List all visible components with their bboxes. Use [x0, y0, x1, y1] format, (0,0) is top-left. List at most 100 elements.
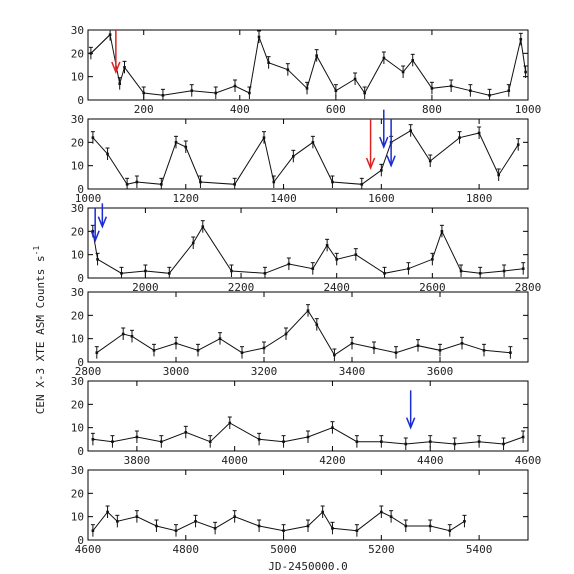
y-tick-label: 20: [71, 47, 84, 60]
light-curve-trace: [92, 511, 465, 532]
x-tick-label: 4200: [319, 454, 346, 467]
light-curve-trace: [90, 33, 527, 96]
x-tick-label: 2200: [228, 281, 255, 294]
data-point: [174, 529, 178, 532]
data-point: [228, 421, 232, 425]
data-point: [507, 89, 511, 92]
data-point: [428, 440, 432, 443]
data-point: [382, 56, 386, 60]
data-point: [482, 349, 486, 352]
data-point: [284, 332, 288, 336]
panel-frame: [87, 469, 529, 541]
data-point: [335, 258, 338, 261]
data-point: [240, 351, 244, 354]
data-point: [286, 68, 290, 71]
x-tick-label: 2800: [515, 281, 542, 294]
y-tick-label: 10: [71, 249, 84, 262]
data-point: [363, 91, 366, 95]
data-point: [135, 435, 139, 439]
y-tick-label: 0: [77, 445, 84, 458]
data-point: [96, 258, 99, 261]
data-point: [509, 351, 512, 354]
panel-frame: [87, 380, 529, 452]
data-point: [502, 269, 506, 273]
data-point: [389, 515, 393, 518]
data-point: [311, 267, 315, 270]
data-point: [306, 435, 310, 439]
data-point: [106, 510, 109, 514]
event-arrow: [379, 109, 389, 150]
data-point: [152, 349, 156, 352]
data-point: [194, 520, 197, 523]
data-point: [333, 353, 336, 357]
y-tick-label: 0: [77, 272, 84, 285]
data-point: [516, 143, 520, 146]
data-point: [334, 89, 338, 92]
data-point: [130, 335, 134, 338]
data-point: [331, 180, 334, 184]
event-arrow: [365, 119, 376, 171]
data-point: [262, 346, 266, 350]
data-point: [321, 510, 324, 514]
data-point: [174, 342, 178, 345]
data-point: [448, 529, 452, 532]
data-point: [282, 529, 285, 532]
x-tick-label: 3400: [339, 365, 366, 378]
y-tick-label: 30: [71, 113, 84, 126]
data-point: [95, 351, 99, 354]
data-point: [160, 440, 163, 443]
data-point: [353, 77, 357, 81]
data-point: [354, 253, 358, 256]
data-point: [477, 131, 481, 135]
data-point: [91, 529, 95, 532]
data-point: [407, 267, 410, 270]
data-point: [488, 94, 491, 97]
data-point: [257, 35, 261, 39]
data-point: [118, 82, 122, 85]
light-curve-trace: [92, 225, 524, 274]
data-point: [404, 524, 408, 528]
data-point: [311, 141, 315, 144]
x-axis-label: JD-2450000.0: [268, 560, 347, 573]
data-point: [478, 272, 482, 275]
x-tick-label: 1400: [270, 192, 297, 205]
trend-line: [90, 34, 111, 54]
data-point: [431, 258, 434, 261]
x-tick-label: 200: [134, 103, 154, 116]
data-point: [411, 59, 415, 62]
data-point: [111, 440, 114, 443]
y-tick-label: 0: [77, 183, 84, 196]
y-tick-label: 30: [71, 286, 84, 299]
data-point: [272, 180, 276, 184]
data-point: [438, 349, 442, 352]
data-point: [524, 70, 527, 74]
x-tick-label: 5000: [270, 543, 297, 556]
data-point: [233, 515, 236, 518]
x-tick-label: 4600: [75, 543, 102, 556]
panel-1: 0 10 20 30 200 400 600 800 1000: [71, 24, 542, 116]
data-point: [144, 269, 147, 273]
data-point: [91, 136, 95, 139]
x-tick-label: 2400: [323, 281, 350, 294]
x-tick-label: 5400: [466, 543, 493, 556]
y-tick-label: 0: [77, 534, 84, 547]
x-tick-label: 4800: [173, 543, 200, 556]
data-point: [430, 87, 434, 90]
panel-frame: [87, 291, 529, 363]
x-tick-label: 600: [326, 103, 346, 116]
x-tick-label: 1000: [75, 192, 102, 205]
data-point: [174, 141, 178, 144]
data-point: [120, 272, 123, 275]
data-point: [155, 524, 158, 528]
data-point: [199, 180, 202, 184]
data-point: [257, 438, 261, 441]
data-point: [213, 527, 217, 530]
light-curve-trace: [92, 130, 519, 185]
event-arrow: [386, 119, 396, 168]
event-arrow: [111, 30, 121, 75]
y-tick-label: 30: [71, 375, 84, 388]
data-point: [161, 94, 165, 97]
data-point: [108, 33, 112, 36]
x-tick-label: 2600: [419, 281, 446, 294]
